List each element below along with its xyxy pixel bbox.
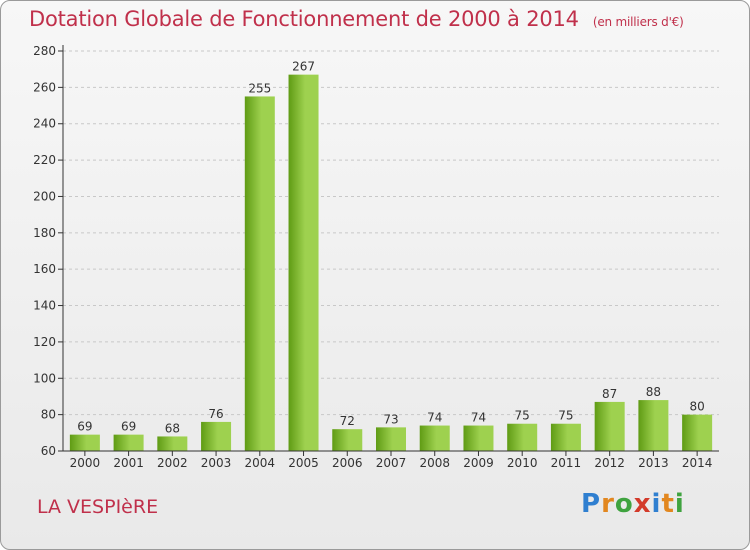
bar-value-label: 80 bbox=[689, 400, 704, 414]
chart-title-text: Dotation Globale de Fonctionnement de 20… bbox=[29, 7, 579, 31]
y-tick-label: 160 bbox=[33, 262, 56, 276]
x-tick-label: 2003 bbox=[201, 456, 232, 470]
y-tick-label: 240 bbox=[33, 117, 56, 131]
bar-2012 bbox=[594, 401, 625, 451]
logo-letter: r bbox=[601, 489, 615, 519]
bar-value-label: 69 bbox=[77, 420, 92, 434]
axes-layer: 60 80 100 120 140 160 180 200 220 240 260 280 2000 20… bbox=[33, 44, 719, 470]
x-tick-label: 2008 bbox=[419, 456, 450, 470]
x-tick-label: 2009 bbox=[463, 456, 494, 470]
bar-2013 bbox=[638, 400, 669, 451]
x-tick-label: 2014 bbox=[682, 456, 713, 470]
bar-value-label: 72 bbox=[340, 414, 355, 428]
grid-layer bbox=[63, 50, 719, 416]
bar-value-label: 76 bbox=[208, 407, 223, 421]
bar-2005 bbox=[288, 74, 319, 452]
logo-letter: P bbox=[581, 489, 602, 519]
commune-name: LA VESPIèRE bbox=[37, 496, 159, 518]
bar-2014 bbox=[682, 414, 713, 451]
bar-value-label: 74 bbox=[471, 411, 486, 425]
bar-2011 bbox=[550, 423, 581, 451]
bar-2006 bbox=[332, 429, 363, 451]
x-tick-label: 2000 bbox=[70, 456, 101, 470]
bar-value-label: 75 bbox=[558, 409, 573, 423]
x-tick-label: 2006 bbox=[332, 456, 363, 470]
x-tick-label: 2001 bbox=[113, 456, 144, 470]
logo-letter: i bbox=[651, 489, 662, 519]
y-tick-label: 220 bbox=[33, 153, 56, 167]
bar-2009 bbox=[463, 425, 494, 451]
bar-2010 bbox=[507, 423, 538, 451]
y-tick-label: 60 bbox=[41, 444, 56, 458]
bar-value-label: 87 bbox=[602, 387, 617, 401]
bar-2001 bbox=[113, 434, 144, 451]
logo-letter: i bbox=[674, 489, 685, 519]
bar-2003 bbox=[201, 421, 232, 451]
logo-letter: x bbox=[633, 489, 652, 519]
y-tick-label: 140 bbox=[33, 299, 56, 313]
x-tick-label: 2013 bbox=[638, 456, 669, 470]
proxiti-logo: Proxiti bbox=[581, 489, 685, 519]
y-tick-label: 80 bbox=[41, 408, 56, 422]
x-tick-label: 2004 bbox=[245, 456, 276, 470]
x-tick-label: 2005 bbox=[288, 456, 319, 470]
y-tick-label: 260 bbox=[33, 80, 56, 94]
bars-layer: 69 69 68 76 255 267 72 73 74 74 75 75 87 88 80 bbox=[69, 60, 713, 452]
bar-value-label: 69 bbox=[121, 420, 136, 434]
x-tick-label: 2011 bbox=[551, 456, 582, 470]
bar-2008 bbox=[419, 425, 450, 451]
y-tick-label: 200 bbox=[33, 189, 56, 203]
x-tick-label: 2010 bbox=[507, 456, 538, 470]
y-tick-label: 100 bbox=[33, 371, 56, 385]
x-tick-label: 2012 bbox=[594, 456, 625, 470]
y-tick-label: 120 bbox=[33, 335, 56, 349]
bar-value-label: 267 bbox=[292, 60, 315, 74]
bar-chart: 69 69 68 76 255 267 72 73 74 74 75 75 87 88 80 60 80 100… bbox=[33, 44, 719, 470]
chart-title: Dotation Globale de Fonctionnement de 20… bbox=[29, 7, 684, 31]
bar-value-label: 73 bbox=[383, 412, 398, 426]
y-tick-label: 180 bbox=[33, 226, 56, 240]
x-tick-label: 2007 bbox=[376, 456, 407, 470]
bar-value-label: 68 bbox=[165, 421, 180, 435]
bar-2000 bbox=[69, 434, 100, 451]
bar-2007 bbox=[376, 427, 406, 451]
logo-letter: t bbox=[661, 489, 675, 519]
bar-value-label: 255 bbox=[248, 81, 271, 95]
bar-value-label: 75 bbox=[515, 409, 530, 423]
chart-subtitle: (en milliers d'€) bbox=[592, 15, 684, 29]
logo-letter: o bbox=[614, 489, 634, 519]
y-tick-label: 280 bbox=[33, 44, 56, 58]
bar-2004 bbox=[244, 96, 275, 452]
bar-value-label: 74 bbox=[427, 411, 442, 425]
bar-value-label: 88 bbox=[646, 385, 661, 399]
bar-2002 bbox=[157, 436, 188, 451]
x-tick-label: 2002 bbox=[157, 456, 188, 470]
